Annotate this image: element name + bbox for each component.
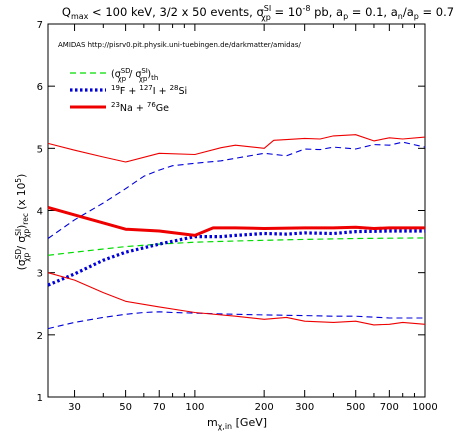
x-tick-label-30: 30 <box>68 402 81 413</box>
legend-label-nage: 23Na + 76Ge <box>111 101 169 114</box>
series-theory <box>47 237 426 256</box>
series-nage_lower <box>47 272 426 326</box>
x-tick-labels: 30 50 70 100 200 300 500 700 1000 <box>68 402 438 413</box>
legend-label-theory: (σSD χp / σSI χp)th <box>111 67 158 83</box>
y-tick-labels: 1 2 3 4 5 6 7 <box>37 20 43 404</box>
y-tick-label-3: 3 <box>37 269 43 280</box>
x-tick-label-100: 100 <box>185 402 204 413</box>
series-fisi_lower <box>47 311 425 330</box>
x-tick-label-70: 70 <box>153 402 166 413</box>
x-tick-label-1000: 1000 <box>412 402 437 413</box>
chart-title: Qmax < 100 keV, 3/2 x 50 events, σSI χp =… <box>62 4 454 22</box>
axis-ticks <box>48 23 426 398</box>
plot-frame <box>47 23 426 398</box>
x-tick-label-300: 300 <box>295 402 314 413</box>
x-tick-label-200: 200 <box>255 402 274 413</box>
y-tick-label-4: 4 <box>37 207 43 218</box>
y-tick-label-2: 2 <box>37 331 43 342</box>
x-tick-label-500: 500 <box>346 402 365 413</box>
y-tick-label-6: 6 <box>37 82 43 93</box>
series-fisi_median <box>47 229 425 287</box>
y-tick-label-1: 1 <box>37 393 43 404</box>
x-tick-label-700: 700 <box>380 402 399 413</box>
amidas-annotation: AMIDAS http://pisrv0.pit.physik.uni-tueb… <box>58 41 301 49</box>
series-nage_median <box>47 205 425 237</box>
legend: (σSD χp / σSI χp)th 19F + 127I + 28Si 23Na… <box>70 67 187 114</box>
series-group <box>47 134 426 330</box>
legend-label-fisi: 19F + 127I + 28Si <box>111 84 187 97</box>
x-tick-label-50: 50 <box>119 402 132 413</box>
y-tick-label-5: 5 <box>37 144 43 155</box>
y-tick-label-7: 7 <box>37 20 43 31</box>
series-nage_upper <box>47 134 426 163</box>
series-fisi_upper <box>47 141 426 239</box>
x-axis-label: mχ,in [GeV] <box>207 416 267 431</box>
y-axis-label: (σSDχp / σSIχp)rec (x 105) <box>14 174 31 270</box>
